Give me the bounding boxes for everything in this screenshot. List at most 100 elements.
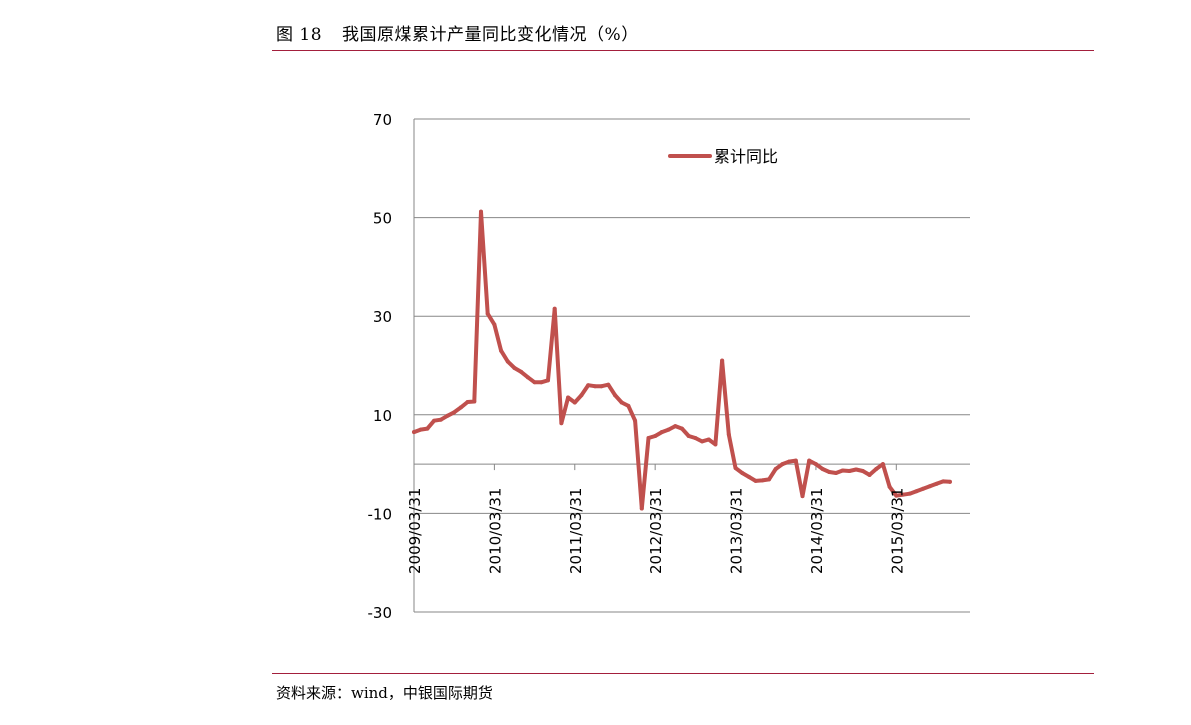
data-point	[633, 418, 638, 423]
data-point	[679, 426, 684, 431]
y-tick-label: 50	[373, 210, 392, 228]
data-point	[800, 494, 805, 499]
y-tick-labels: 70 50 30 10 -10 -30	[368, 111, 393, 622]
data-point	[740, 470, 745, 475]
data-point	[934, 481, 939, 486]
data-point	[840, 468, 845, 473]
data-point	[606, 382, 611, 387]
x-tick-label: 2014/03/31	[808, 488, 826, 574]
data-point	[867, 472, 872, 477]
data-point	[412, 430, 416, 435]
figure-number: 图 18	[276, 25, 323, 45]
data-point	[512, 365, 517, 370]
data-point	[586, 383, 591, 388]
data-point	[927, 484, 932, 489]
data-point	[458, 405, 463, 410]
x-tick-labels: 2009/03/31 2010/03/31 2011/03/31 2012/03/31…	[406, 488, 906, 574]
data-point	[545, 378, 550, 383]
data-point	[773, 467, 778, 472]
data-point	[767, 477, 772, 482]
x-tick-label: 2009/03/31	[406, 488, 424, 574]
data-point	[639, 506, 644, 511]
data-point	[793, 458, 798, 463]
data-point	[445, 413, 450, 418]
data-point	[947, 479, 952, 484]
data-point	[921, 486, 926, 491]
data-point	[492, 322, 497, 327]
x-tick-label: 2013/03/31	[728, 488, 746, 574]
gridlines	[414, 118, 970, 613]
x-tick-label: 2011/03/31	[567, 488, 585, 574]
data-point	[847, 469, 852, 474]
data-point	[485, 311, 490, 316]
data-point	[612, 393, 617, 398]
data-point	[860, 469, 865, 474]
y-tick-label: 70	[373, 111, 392, 129]
data-point	[720, 358, 725, 363]
data-point	[693, 435, 698, 440]
y-tick-label: 10	[373, 407, 392, 425]
data-point	[499, 348, 504, 353]
figure-header: 图 18 我国原煤累计产量同比变化情况（%）	[272, 14, 1094, 51]
data-point	[465, 399, 470, 404]
x-tick-label: 2012/03/31	[647, 488, 665, 574]
data-point	[673, 424, 678, 429]
x-tick-label: 2015/03/31	[888, 488, 906, 574]
data-point	[425, 426, 430, 431]
data-point	[646, 435, 651, 440]
data-point	[726, 432, 731, 437]
data-point	[746, 474, 751, 479]
figure-title-row: 图 18 我国原煤累计产量同比变化情况（%）	[276, 20, 639, 45]
data-point	[780, 462, 785, 467]
data-point	[519, 369, 524, 374]
data-point	[880, 462, 885, 467]
data-point	[787, 459, 792, 464]
data-point	[686, 433, 691, 438]
data-point	[525, 375, 530, 380]
data-point	[753, 478, 758, 483]
data-point	[901, 492, 906, 497]
data-point	[659, 430, 664, 435]
series-group	[412, 209, 952, 511]
data-point	[619, 400, 624, 405]
data-point	[827, 469, 832, 474]
data-point	[418, 427, 423, 432]
data-point	[854, 467, 859, 472]
data-point	[579, 393, 584, 398]
y-tick-label: -10	[368, 505, 393, 523]
data-point	[907, 491, 912, 496]
data-point	[626, 403, 631, 408]
figure-footer: 资料来源：wind，中银国际期货	[272, 673, 1094, 702]
data-point	[478, 209, 483, 214]
data-point	[438, 417, 443, 422]
data-point	[452, 410, 457, 415]
data-point	[532, 380, 537, 385]
data-point	[807, 458, 812, 463]
y-tick-label: 30	[373, 308, 392, 326]
y-tick-label: -30	[368, 604, 393, 622]
data-point	[552, 306, 557, 311]
source-note: 资料来源：wind，中银国际期货	[276, 684, 493, 702]
data-point	[914, 489, 919, 494]
data-point	[941, 479, 946, 484]
data-point	[887, 484, 892, 489]
axes	[413, 119, 970, 612]
data-point	[559, 421, 564, 426]
data-point	[733, 466, 738, 471]
data-point	[566, 395, 571, 400]
data-point	[572, 400, 577, 405]
data-point	[706, 437, 711, 442]
data-point	[820, 467, 825, 472]
data-point	[760, 478, 765, 483]
figure-title: 我国原煤累计产量同比变化情况（%）	[342, 25, 639, 45]
x-tick-label: 2010/03/31	[486, 488, 504, 574]
data-point	[472, 399, 477, 404]
data-point	[666, 427, 671, 432]
data-point	[592, 384, 597, 389]
data-point	[813, 462, 818, 467]
data-point	[874, 467, 879, 472]
data-point	[700, 439, 705, 444]
legend-label: 累计同比	[714, 147, 778, 166]
data-point	[432, 418, 437, 423]
